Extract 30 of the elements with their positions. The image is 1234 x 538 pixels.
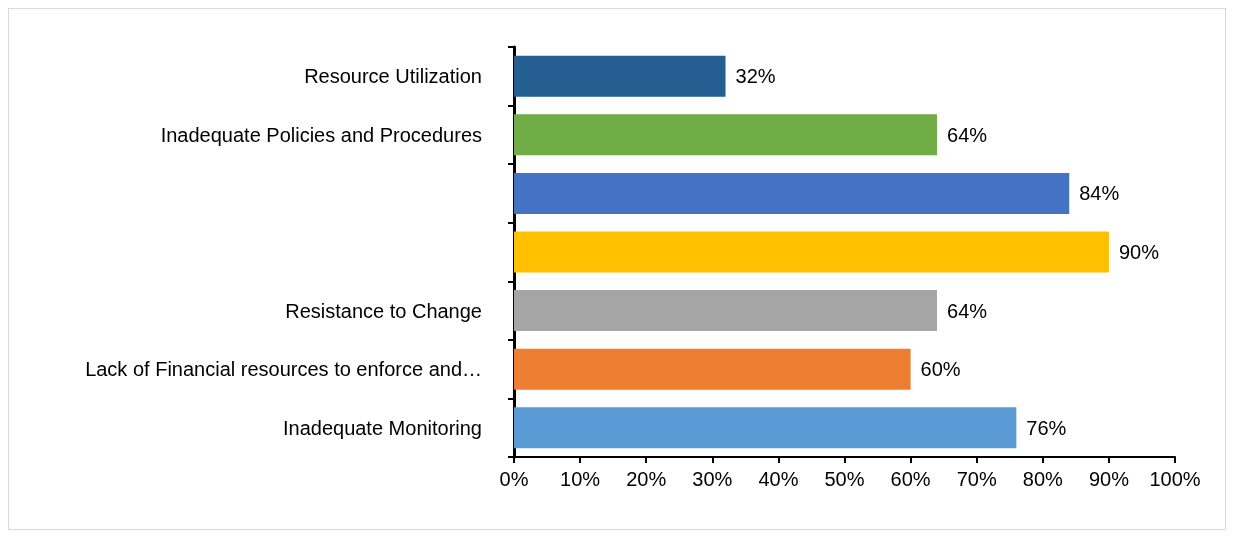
y-tick-label: Resource Utilization bbox=[304, 65, 482, 88]
x-tick-label: 80% bbox=[1022, 468, 1064, 490]
data-label: 60% bbox=[920, 358, 961, 381]
y-tick-label: Inadequate Monitoring bbox=[282, 416, 482, 439]
bar bbox=[514, 114, 938, 156]
x-tick-label: 40% bbox=[758, 468, 799, 490]
bar bbox=[514, 290, 938, 332]
x-tick-label: 60% bbox=[890, 468, 931, 490]
bar bbox=[514, 231, 1109, 273]
data-label: 84% bbox=[1079, 182, 1120, 205]
x-tick-label: 70% bbox=[956, 468, 997, 490]
data-label: 64% bbox=[947, 299, 988, 322]
bar bbox=[514, 172, 1070, 214]
data-label: 90% bbox=[1118, 241, 1160, 263]
y-tick-label: Resistance to Change bbox=[285, 299, 482, 322]
x-tick-label: 30% bbox=[692, 468, 733, 490]
x-tick-label: 0% bbox=[499, 468, 529, 490]
x-tick-label: 50% bbox=[824, 468, 865, 490]
y-tick-label: Inadequate Policies and Procedures bbox=[160, 123, 482, 146]
bar bbox=[514, 348, 911, 390]
bar bbox=[514, 407, 1017, 449]
x-tick-label: 20% bbox=[626, 468, 667, 490]
x-tick-label: 100% bbox=[1149, 468, 1201, 490]
x-tick-label: 10% bbox=[560, 468, 601, 490]
y-tick-label: Lack of Financial resources to enforce and… bbox=[85, 358, 482, 381]
data-label: 32% bbox=[735, 65, 776, 88]
data-label: 64% bbox=[947, 123, 988, 146]
x-tick-label: 90% bbox=[1088, 468, 1130, 490]
data-label: 76% bbox=[1026, 416, 1067, 439]
bar bbox=[514, 55, 726, 97]
